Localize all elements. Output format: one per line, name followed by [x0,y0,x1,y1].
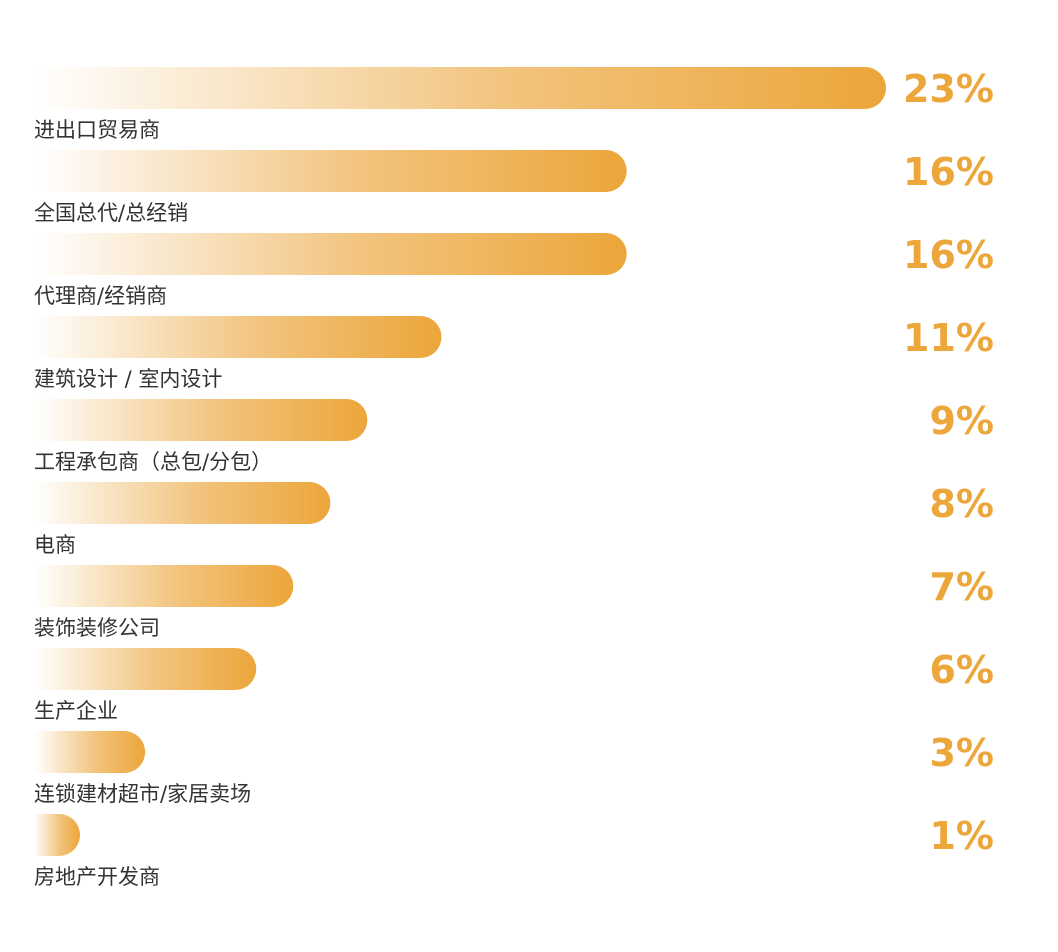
category-label-3: 建筑设计 / 室内设计 [34,367,223,391]
value-label-8: 3% [929,731,994,775]
category-label-5: 电商 [34,533,76,557]
bar-2 [34,233,627,275]
bar-0 [34,67,886,109]
category-label-8: 连锁建材超市/家居卖场 [34,782,252,806]
bar-5 [34,482,331,524]
category-label-2: 代理商/经销商 [34,284,168,308]
bar-7 [34,648,257,690]
value-label-4: 9% [929,399,994,443]
value-label-7: 6% [929,648,994,692]
bar-3 [34,316,442,358]
value-label-1: 16% [903,150,994,194]
category-label-6: 装饰装修公司 [34,616,160,640]
value-label-0: 23% [903,67,994,111]
bars-group [34,67,886,856]
bar-6 [34,565,294,607]
value-label-2: 16% [903,233,994,277]
bar-9 [34,814,80,856]
bar-8 [34,731,146,773]
value-label-6: 7% [929,565,994,609]
category-label-1: 全国总代/总经销 [34,201,189,225]
value-label-5: 8% [929,482,994,526]
category-label-9: 房地产开发商 [34,865,160,889]
category-label-4: 工程承包商（总包/分包） [34,450,273,474]
category-label-7: 生产企业 [34,699,118,723]
bar-4 [34,399,368,441]
bar-1 [34,150,627,192]
category-label-0: 进出口贸易商 [34,118,160,142]
value-label-3: 11% [903,316,994,360]
value-label-9: 1% [929,814,994,858]
